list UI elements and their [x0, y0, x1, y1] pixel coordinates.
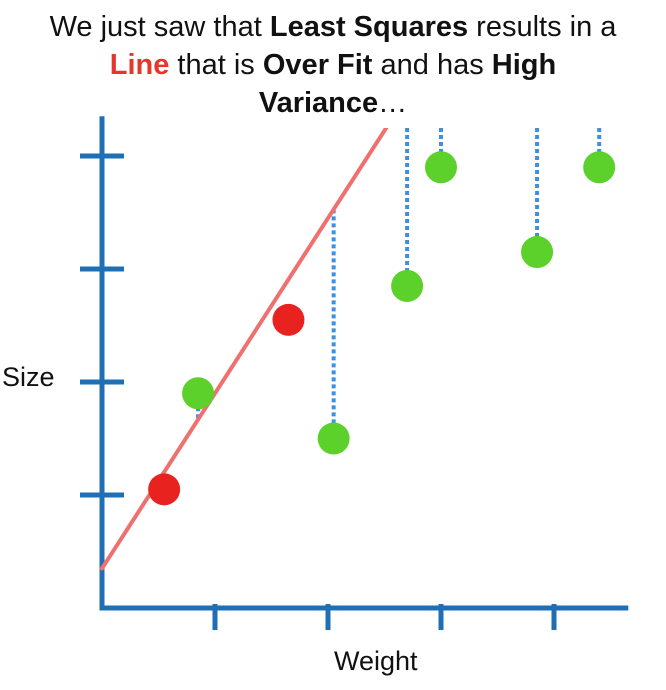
axes — [80, 116, 629, 630]
title-segment-over-fit: Over Fit — [262, 49, 373, 81]
title-line-1: We just saw that Least Squares results i… — [0, 8, 666, 46]
title-segment-line: Line — [109, 49, 170, 81]
title-segment-variance: Variance — [258, 87, 379, 119]
title-segment-high: High — [491, 49, 557, 81]
title-segment-ellipsis: … — [378, 87, 408, 119]
y-axis-label: Size — [2, 362, 55, 392]
testing-point — [317, 422, 350, 455]
data-points — [148, 151, 616, 506]
testing-point — [182, 377, 215, 410]
x-axis-label: Weight — [334, 646, 418, 676]
title-segment: that is — [169, 49, 263, 81]
training-point — [148, 473, 181, 506]
testing-point — [391, 269, 424, 302]
title-line-2: Line that is Over Fit and has High — [0, 46, 666, 84]
chart-title: We just saw that Least Squares results i… — [0, 8, 666, 122]
title-segment: results in a — [468, 11, 617, 43]
title-segment: We just saw that — [49, 11, 270, 43]
testing-point — [583, 151, 616, 184]
title-segment: and has — [372, 49, 492, 81]
training-point — [272, 303, 305, 336]
title-segment-least-squares: Least Squares — [269, 11, 469, 43]
title-line-3: Variance… — [0, 84, 666, 122]
residuals — [196, 128, 602, 439]
testing-point — [521, 236, 554, 269]
testing-point — [425, 151, 457, 184]
